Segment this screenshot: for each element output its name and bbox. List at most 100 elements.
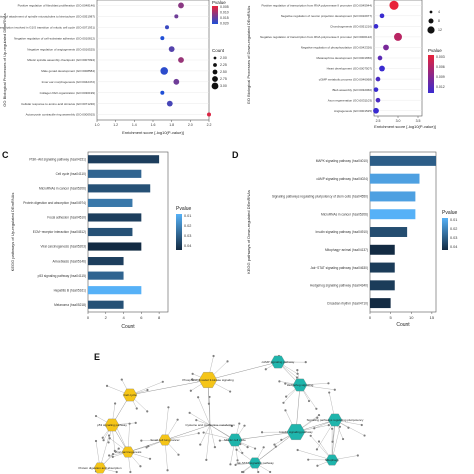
x-tick-label: 15 [430,315,435,320]
legend-count-tick: 4 [438,10,440,14]
network-leaf-node [229,390,232,393]
network-leaf-node [338,425,342,428]
x-tick-label: 5 [390,315,393,320]
network-edge [206,424,211,460]
category-label: Angiogenesis (GO:0001525) [334,109,372,113]
bar [370,298,391,309]
category-label: Circadian rhythm (hsa04710) [327,301,368,305]
bar [370,209,416,220]
category-label: Viral carcinogenesis (hsa05203) [41,245,86,249]
bar [88,155,160,164]
category-label: Collagen fibril organization (GO:0030199… [40,91,95,95]
x-tick-label: 3.5 [416,119,421,123]
network-leaf-node [117,447,120,450]
legend-count-dot [428,18,434,24]
network-edge [331,419,336,461]
network-leaf-node [115,470,118,474]
network-leaf-node [307,399,311,403]
panel-d-legend: Pvalue 0.01 0.02 0.03 0.04 [442,210,458,250]
network-leaf-node [284,382,287,385]
x-tick-label: 1.6 [151,123,156,127]
panel-e-letter: E [94,352,100,362]
network-edge [196,419,211,426]
network-hub-label: Hedgehog signaling [287,383,314,387]
panel-d-letter: D [232,150,239,160]
network-leaf-node [236,459,239,462]
network-leaf-node [111,455,114,459]
network-leaf-node [146,388,149,392]
network-edge [297,449,333,461]
bar [88,169,142,178]
network-leaf-node [107,434,111,437]
network-edge [127,439,166,453]
category-label: Protein digestion and absorption (hsa049… [23,201,86,205]
network-leaf-node [148,457,152,460]
network-leaf-node [313,427,316,430]
network-edge [200,424,211,445]
category-label: MicroRNAs in cancer (hsa05206) [39,187,86,191]
data-point [373,107,379,114]
network-leaf-node [94,439,98,443]
panel-d-x-title: Count [396,322,410,328]
network-hub-label: Jak-STAT signaling pathway [236,461,274,465]
panel-b-legends: Pvalue 4 8 12 0.003 0.006 0.009 0.012 [427,10,445,93]
panel-c-kegg-up-barplot: C KEGG pathways of Up-regulated DEmRNAs … [2,150,192,330]
panel-c-x-title: Count [121,324,135,330]
data-point [375,76,381,82]
data-point [178,57,184,63]
network-leaf-node [253,447,257,450]
panel-e-network: E Phosphatidylinositol 3-kinase signalin… [78,352,366,474]
panel-a-y-title: GO Biological Processes of Up-regulated … [2,13,7,106]
panel-c-legend-gradient [176,214,182,250]
bar [88,257,124,266]
bar [370,244,395,255]
network-leaf-node [257,470,260,474]
legend-tick: 0.04 [450,245,457,249]
legend-count-dot [212,76,218,82]
network-leaf-node [327,424,330,427]
legend-pvalue-tick: 0.012 [436,85,445,89]
panel-b-go-down-dotplot: GO Biological Processes of Down-regulate… [246,0,445,129]
legend-tick: 0.04 [184,244,191,248]
category-label: Positive regulation of transcription fro… [261,3,372,7]
network-hub-node [158,434,172,446]
network-leaf-node [296,448,299,452]
category-label: ECM−receptor interaction (hsa04512) [33,230,86,234]
network-hub-node [325,454,339,466]
network-leaf-node [347,426,350,429]
x-tick-label: 2.0 [188,123,193,127]
legend-tick: 0.01 [184,214,191,218]
network-hub-label: Insulin signaling pathway [279,430,313,434]
category-label: Cell cycle (hsa04110) [56,172,86,176]
network-hub-label: Cell cycle [124,393,137,397]
legend-count-tick: 12 [438,28,442,32]
network-leaf-node [177,453,180,456]
panel-c-letter: C [2,150,9,160]
network-leaf-node [108,437,111,440]
network-leaf-node [333,388,336,391]
category-label: Positive regulation of transcription inv… [0,25,95,29]
network-leaf-node [363,434,366,437]
network-hub-label: Mitotic cell cycle [224,438,246,442]
network-leaf-node [285,395,288,398]
category-label: Negative regulation of phosphorylation (… [301,46,372,50]
network-leaf-node [197,432,200,435]
category-label: Axon regeneration (GO:0031103) [328,98,372,102]
network-leaf-node [197,396,200,399]
network-edge [209,424,216,448]
category-label: Signaling pathways regulating pluripoten… [272,195,368,199]
network-edge [209,424,232,427]
category-label: Jak−STAT signaling pathway (hsa04630) [310,266,368,270]
category-label: Melanoma (hsa05218) [54,303,86,307]
network-leaf-node [139,465,142,468]
panel-a-legend-pvalue-gradient [212,6,218,24]
x-tick-label: 1.2 [113,123,118,127]
legend-pvalue-tick: 0.005 [220,5,229,9]
network-leaf-node [304,361,307,364]
network-leaf-node [205,458,208,461]
network-hub-node [93,462,107,474]
network-leaf-node [269,470,272,474]
x-tick-label: 8 [158,315,161,320]
category-label: Metanephros development (GO:0001656) [316,56,372,60]
network-leaf-node [238,422,241,425]
